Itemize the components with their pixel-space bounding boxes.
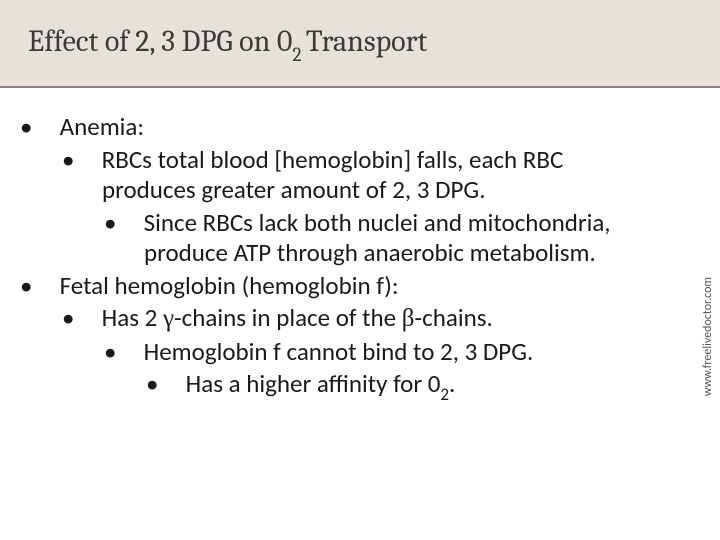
bullet-list: • Anemia:• RBCs total blood [hemoglobin]…: [40, 112, 650, 404]
list-item: • Hemoglobin f cannot bind to 2, 3 DPG.: [40, 337, 650, 368]
slide-title: Effect of 2, 3 DPG on 02 Transport: [28, 24, 427, 63]
body-content: • Anemia:• RBCs total blood [hemoglobin]…: [40, 112, 650, 406]
title-band: Effect of 2, 3 DPG on 02 Transport: [0, 0, 720, 88]
list-item: • Has 2 γ-chains in place of the β-chain…: [40, 303, 650, 335]
title-post: Transport: [306, 24, 427, 59]
list-item: • Fetal hemoglobin (hemoglobin f):: [40, 271, 650, 302]
list-item: • Anemia:: [40, 112, 650, 143]
title-pre: Effect of 2, 3 DPG on 0: [28, 24, 292, 59]
list-item: • Since RBCs lack both nuclei and mitoch…: [40, 208, 650, 269]
watermark-url: www.freelivedoctor.com: [701, 277, 715, 396]
list-item: • Has a higher affinity for 02.: [40, 369, 650, 404]
list-item: • RBCs total blood [hemoglobin] falls, e…: [40, 145, 650, 206]
title-sub: 2: [292, 43, 306, 66]
